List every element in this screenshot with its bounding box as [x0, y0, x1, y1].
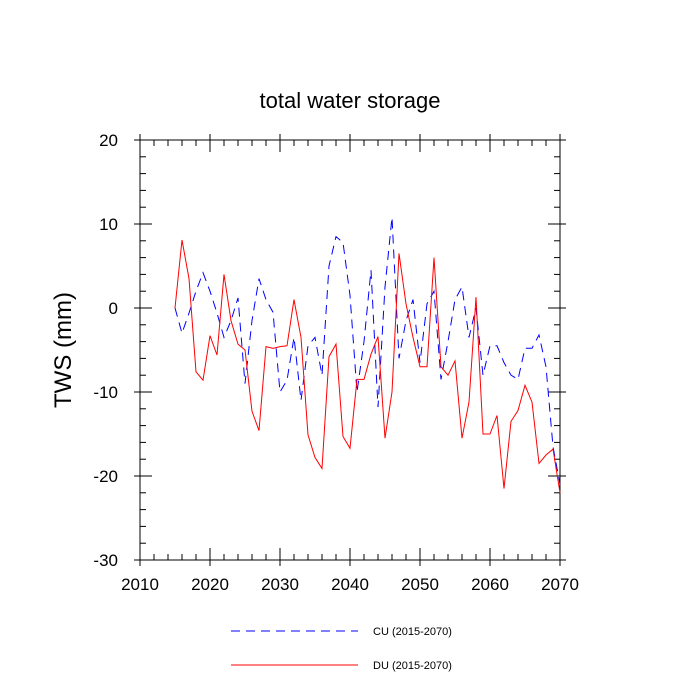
series-line-cu [174, 217, 561, 485]
y-tick-label: 10 [99, 215, 118, 234]
x-tick-label: 2030 [261, 575, 299, 594]
x-tick-label: 2020 [191, 575, 229, 594]
y-tick-label: -20 [93, 467, 118, 486]
x-tick-label: 2070 [541, 575, 579, 594]
chart-title: total water storage [260, 88, 441, 113]
x-tick-label: 2040 [331, 575, 369, 594]
plot-frame [139, 139, 561, 561]
legend-label-cu: CU (2015-2070) [373, 626, 452, 638]
series-group [174, 217, 561, 493]
x-tick-label: 2050 [401, 575, 439, 594]
axis-tick-labels: 2010 2020 2030 2040 2050 2060 2070 -30 -20 -10 0 10… [93, 131, 578, 594]
y-tick-label: 20 [99, 131, 118, 150]
x-tick-label: 2060 [471, 575, 509, 594]
x-tick-label: 2010 [121, 575, 159, 594]
y-tick-label: -10 [93, 383, 118, 402]
legend: CU (2015-2070) DU (2015-2070) [231, 626, 452, 672]
y-tick-label: 0 [109, 299, 118, 318]
y-axis-label: TWS (mm) [50, 292, 77, 408]
y-tick-label: -30 [93, 551, 118, 570]
axis-ticks [134, 134, 566, 566]
series-line-du [174, 239, 561, 493]
legend-label-du: DU (2015-2070) [373, 660, 452, 672]
